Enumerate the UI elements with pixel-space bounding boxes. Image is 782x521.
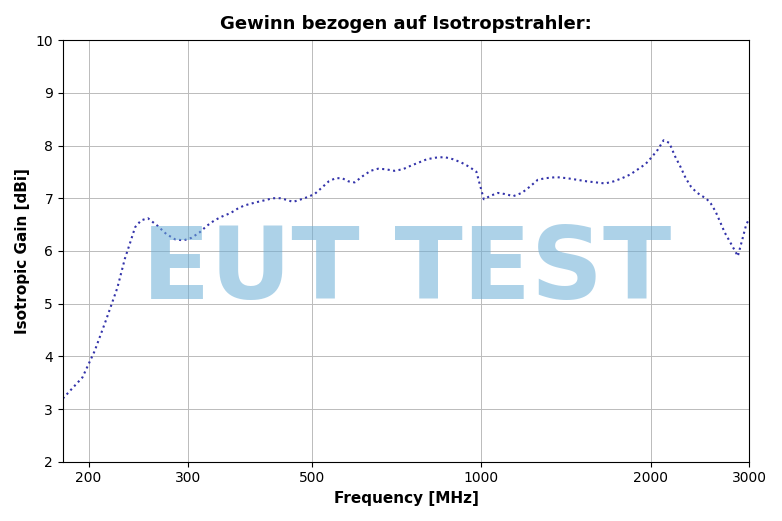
Title: Gewinn bezogen auf Isotropstrahler:: Gewinn bezogen auf Isotropstrahler: [221,15,592,33]
X-axis label: Frequency [MHz]: Frequency [MHz] [334,491,479,506]
Text: EUT TEST: EUT TEST [142,224,671,320]
Y-axis label: Isotropic Gain [dBi]: Isotropic Gain [dBi] [15,168,30,334]
